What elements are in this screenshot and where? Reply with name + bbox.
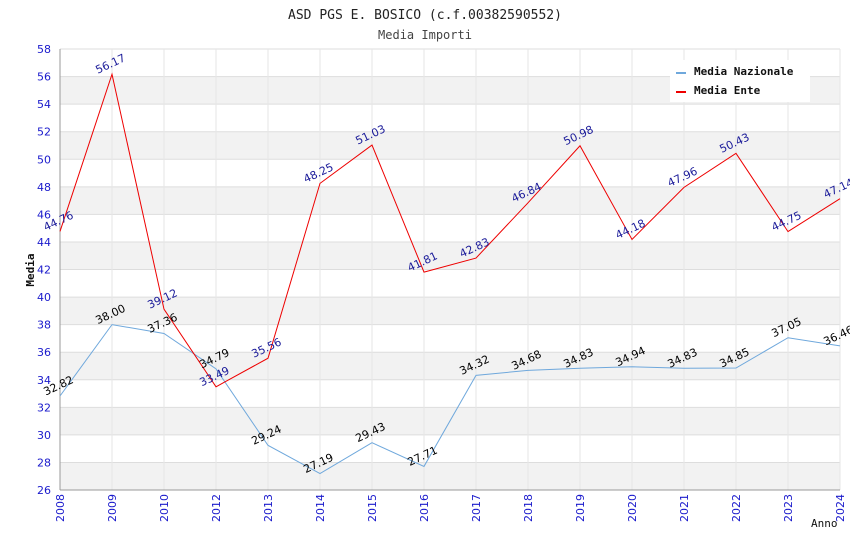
y-tick-label: 58 [37, 43, 51, 56]
data-label: 56.17 [93, 52, 127, 77]
x-tick-label: 2022 [730, 494, 743, 522]
grid-bands [60, 76, 840, 490]
y-tick-label: 56 [37, 71, 51, 84]
y-tick-label: 26 [37, 484, 51, 497]
legend-label-media-ente: Media Ente [694, 84, 761, 97]
x-tick-label: 2024 [834, 494, 847, 522]
grid-band [60, 131, 840, 160]
chart-title: ASD PGS E. BOSICO (c.f.00382590552) [288, 8, 562, 23]
x-tick-label: 2023 [782, 494, 795, 522]
y-tick-label: 44 [37, 236, 51, 249]
y-tick-label: 34 [37, 374, 51, 387]
y-tick-label: 40 [37, 291, 51, 304]
x-tick-label: 2019 [574, 494, 587, 522]
x-tick-label: 2020 [626, 494, 639, 522]
x-axis-label: Anno [811, 517, 838, 530]
grid-band [60, 186, 840, 215]
x-tick-label: 2021 [678, 494, 691, 522]
grid-band [60, 352, 840, 380]
data-label: 48.25 [301, 161, 335, 186]
y-tick-label: 38 [37, 319, 51, 332]
y-tick-label: 30 [37, 429, 51, 442]
y-tick-label: 48 [37, 181, 51, 194]
data-label: 44.18 [613, 217, 647, 242]
y-tick-label: 52 [37, 126, 51, 139]
chart-subtitle: Media Importi [378, 28, 472, 42]
series-line-media-nazionale [59, 324, 841, 475]
data-label: 47.96 [665, 165, 699, 190]
y-tick-label: 46 [37, 208, 51, 221]
grid-band [60, 462, 840, 490]
x-tick-label: 2015 [366, 494, 379, 522]
y-tick-label: 28 [37, 456, 51, 469]
y-tick-label: 42 [37, 264, 51, 277]
series-lines [59, 72, 841, 475]
y-tick-label: 36 [37, 346, 51, 359]
grid-band [60, 297, 840, 325]
y-tick-label: 50 [37, 153, 51, 166]
y-axis-ticks: 26 28 30 32 34 36 38 40 42 44 46 48 50 52 54 56 58 [37, 43, 51, 497]
data-label: 36.46 [821, 323, 850, 348]
y-axis-label: Media [24, 253, 37, 286]
x-tick-label: 2010 [158, 494, 171, 522]
x-tick-label: 2018 [522, 494, 535, 522]
series-line-media-ente [59, 72, 841, 388]
x-tick-label: 2016 [418, 494, 431, 522]
x-tick-label: 2009 [106, 494, 119, 522]
y-tick-label: 54 [37, 98, 51, 111]
x-axis-ticks: 2008 2009 2010 2012 2013 2014 2015 2016 2017 2018… [54, 494, 847, 522]
grid-lines [59, 48, 841, 491]
y-tick-label: 32 [37, 401, 51, 414]
x-tick-label: 2008 [54, 494, 67, 522]
legend: Media Nazionale Media Ente [670, 60, 810, 102]
x-tick-label: 2017 [470, 494, 483, 522]
x-tick-label: 2014 [314, 494, 327, 522]
legend-label-media-nazionale: Media Nazionale [694, 65, 794, 78]
x-tick-label: 2013 [262, 494, 275, 522]
legend-box [670, 60, 810, 102]
x-tick-label: 2012 [210, 494, 223, 522]
